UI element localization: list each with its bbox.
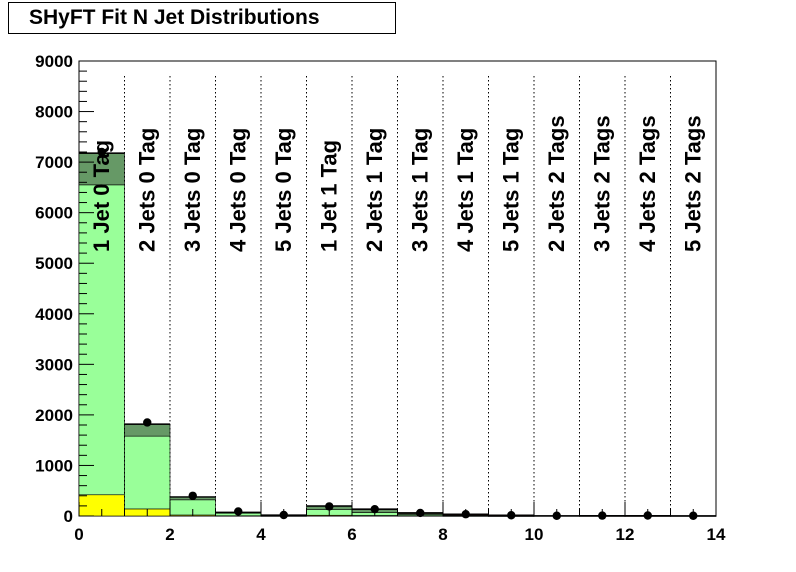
x-tick-label: 12 [616, 525, 635, 544]
x-tick-label: 2 [165, 525, 174, 544]
category-label: 2 Jets 2 Tags [544, 115, 569, 252]
y-axis: 0 1000 2000 3000 4000 5000 6000 7000 8000 9000 [35, 52, 94, 526]
category-label: 4 Jets 1 Tag [453, 128, 478, 252]
bar-segment [78, 153, 125, 186]
y-tick-label: 2000 [35, 406, 73, 425]
x-tick-label: 10 [525, 525, 544, 544]
bar-segment [78, 184, 125, 496]
y-tick-label: 5000 [35, 254, 73, 273]
category-separators [124, 76, 671, 516]
y-tick-label: 1000 [35, 456, 73, 475]
y-tick-label: 0 [64, 507, 73, 526]
category-label: 3 Jets 1 Tag [407, 128, 432, 252]
y-tick-label: 8000 [35, 103, 73, 122]
x-tick-label: 6 [347, 525, 356, 544]
category-label: 4 Jets 2 Tags [635, 115, 660, 252]
category-labels: 1 Jet 0 Tag 2 Jets 0 Tag 3 Jets 0 Tag 4 Jet… [89, 115, 706, 252]
bar-segment [124, 435, 171, 510]
data-point [97, 147, 106, 157]
category-label: 1 Jet 1 Tag [316, 140, 341, 252]
y-tick-label: 6000 [35, 204, 73, 223]
category-label: 3 Jets 2 Tags [589, 115, 614, 252]
category-label: 2 Jets 1 Tag [362, 128, 387, 252]
chart-title: SHyFT Fit N Jet Distributions [8, 2, 396, 34]
category-label: 1 Jet 0 Tag [89, 140, 114, 252]
x-tick-label: 14 [707, 525, 726, 544]
data-point [143, 418, 152, 427]
y-tick-label: 4000 [35, 305, 73, 324]
category-label: 5 Jets 0 Tag [271, 128, 296, 252]
category-label: 4 Jets 0 Tag [225, 128, 250, 252]
x-axis: 0 2 4 6 8 10 12 14 [74, 502, 726, 544]
x-tick-label: 0 [74, 525, 83, 544]
x-tick-label: 8 [438, 525, 447, 544]
category-label: 5 Jets 1 Tag [498, 128, 523, 252]
y-tick-label: 3000 [35, 355, 73, 374]
y-tick-label: 9000 [35, 52, 73, 71]
y-tick-label: 7000 [35, 153, 73, 172]
category-label: 5 Jets 2 Tags [680, 115, 705, 252]
category-label: 3 Jets 0 Tag [180, 128, 205, 252]
category-label: 2 Jets 0 Tag [134, 128, 159, 252]
x-tick-label: 4 [256, 525, 266, 544]
data-point [325, 502, 334, 511]
data-point [188, 491, 197, 500]
